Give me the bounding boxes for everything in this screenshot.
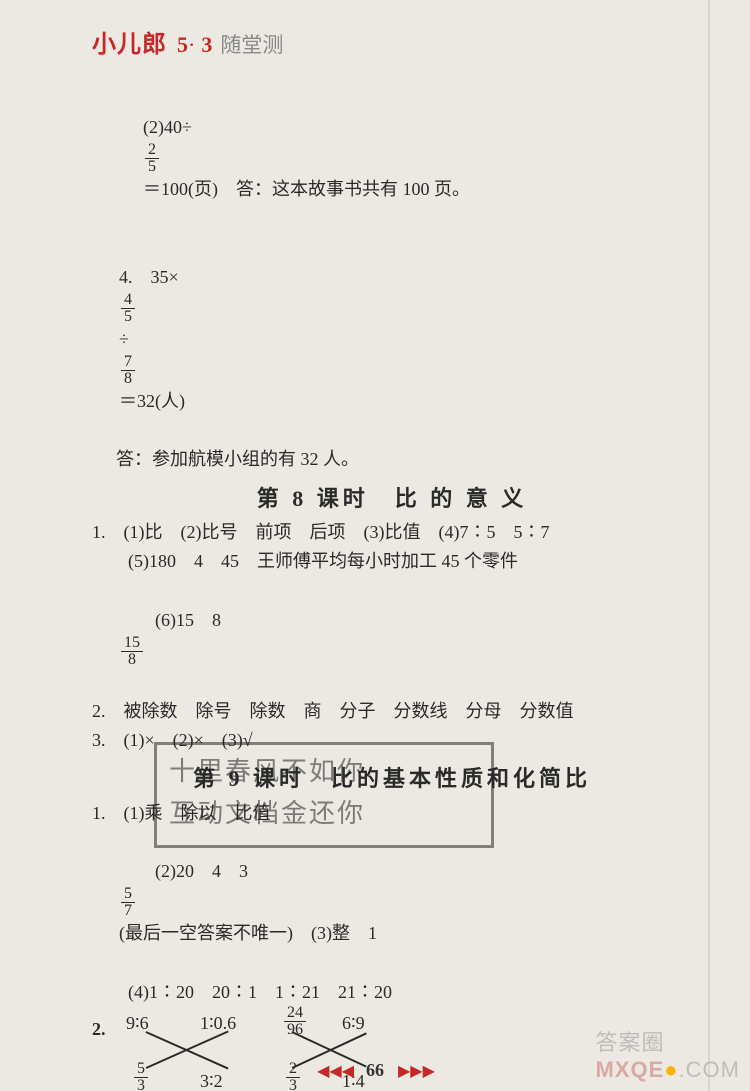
text: ＝100(页) 答：这本故事书共有 100 页。 (143, 179, 470, 199)
question-number: 2. (92, 1015, 106, 1044)
scan-fold-line (708, 0, 710, 1091)
footer-right-icon: ▶ ▶ ▶ (398, 1063, 433, 1080)
text: (2)40÷ (143, 117, 192, 137)
corner-text-2: MXQE (595, 1057, 664, 1082)
fraction: 57 (121, 886, 135, 919)
heading-lesson-8: 第 8 课时 比 的 意 义 (92, 481, 692, 517)
text: 4. 35× (119, 267, 179, 287)
text: ＝32(人) (119, 391, 185, 411)
page-number: 66 (366, 1060, 384, 1080)
s8-2: (5)180 4 45 王师傅平均每小时加工 45 个零件 (92, 547, 692, 576)
s8-5: 3. (1)× (2)× (3)√ (92, 726, 692, 755)
worksheet-page: 小儿郎 5·3 随堂测 (2)40÷ 25 ＝100(页) 答：这本故事书共有 … (0, 0, 750, 1091)
corner-text-1: 答案圈 (595, 1030, 664, 1055)
s8-4: 2. 被除数 除号 除数 商 分子 分数线 分母 分数值 (92, 697, 692, 726)
brand-suite: 随堂测 (220, 33, 283, 57)
brand-five: 5 (177, 32, 188, 57)
brand-dot: · (188, 32, 195, 57)
corner-watermark: 答案圈 MXQE●.COM (595, 1025, 740, 1083)
fraction: 78 (121, 354, 135, 387)
s9-3: (4)1∶20 20∶1 1∶21 21∶20 (92, 978, 692, 1007)
footer-left-icon: ◀ ◀ ◀ (317, 1063, 352, 1080)
brand-header: 小儿郎 5·3 随堂测 (92, 24, 283, 59)
corner-text-3: .COM (679, 1057, 740, 1082)
s9-1: 1. (1)乘 除以 比值 (92, 799, 692, 828)
fraction: 45 (121, 292, 135, 325)
text: (2)20 4 3 (119, 861, 266, 881)
top-line-3: 答：参加航模小组的有 32 人。 (92, 445, 692, 474)
fraction: 158 (121, 635, 143, 668)
fraction: 25 (145, 142, 159, 175)
s8-1: 1. (1)比 (2)比号 前项 后项 (3)比值 (4)7∶5 5∶7 (92, 518, 692, 547)
heading-lesson-9: 第 9 课时 比的基本性质和化简比 (92, 761, 692, 797)
brand-three: 3 (201, 32, 212, 57)
s9-2: (2)20 4 3 57 (最后一空答案不唯一) (3)整 1 (92, 828, 692, 978)
text: ÷ (119, 329, 129, 349)
top-line-1: (2)40÷ 25 ＝100(页) 答：这本故事书共有 100 页。 (92, 84, 692, 234)
match-top-1: 9∶6 (126, 1009, 149, 1038)
s8-3: (6)15 8 158 (92, 577, 692, 697)
text: (6)15 8 (119, 610, 239, 630)
top-line-2: 4. 35× 45 ÷ 78 ＝32(人) (92, 234, 692, 446)
page-content: (2)40÷ 25 ＝100(页) 答：这本故事书共有 100 页。 4. 35… (92, 84, 692, 1091)
text: (最后一空答案不唯一) (3)整 1 (119, 923, 377, 943)
brand-name: 小儿郎 (92, 32, 167, 58)
corner-dot-icon: ● (664, 1057, 678, 1082)
